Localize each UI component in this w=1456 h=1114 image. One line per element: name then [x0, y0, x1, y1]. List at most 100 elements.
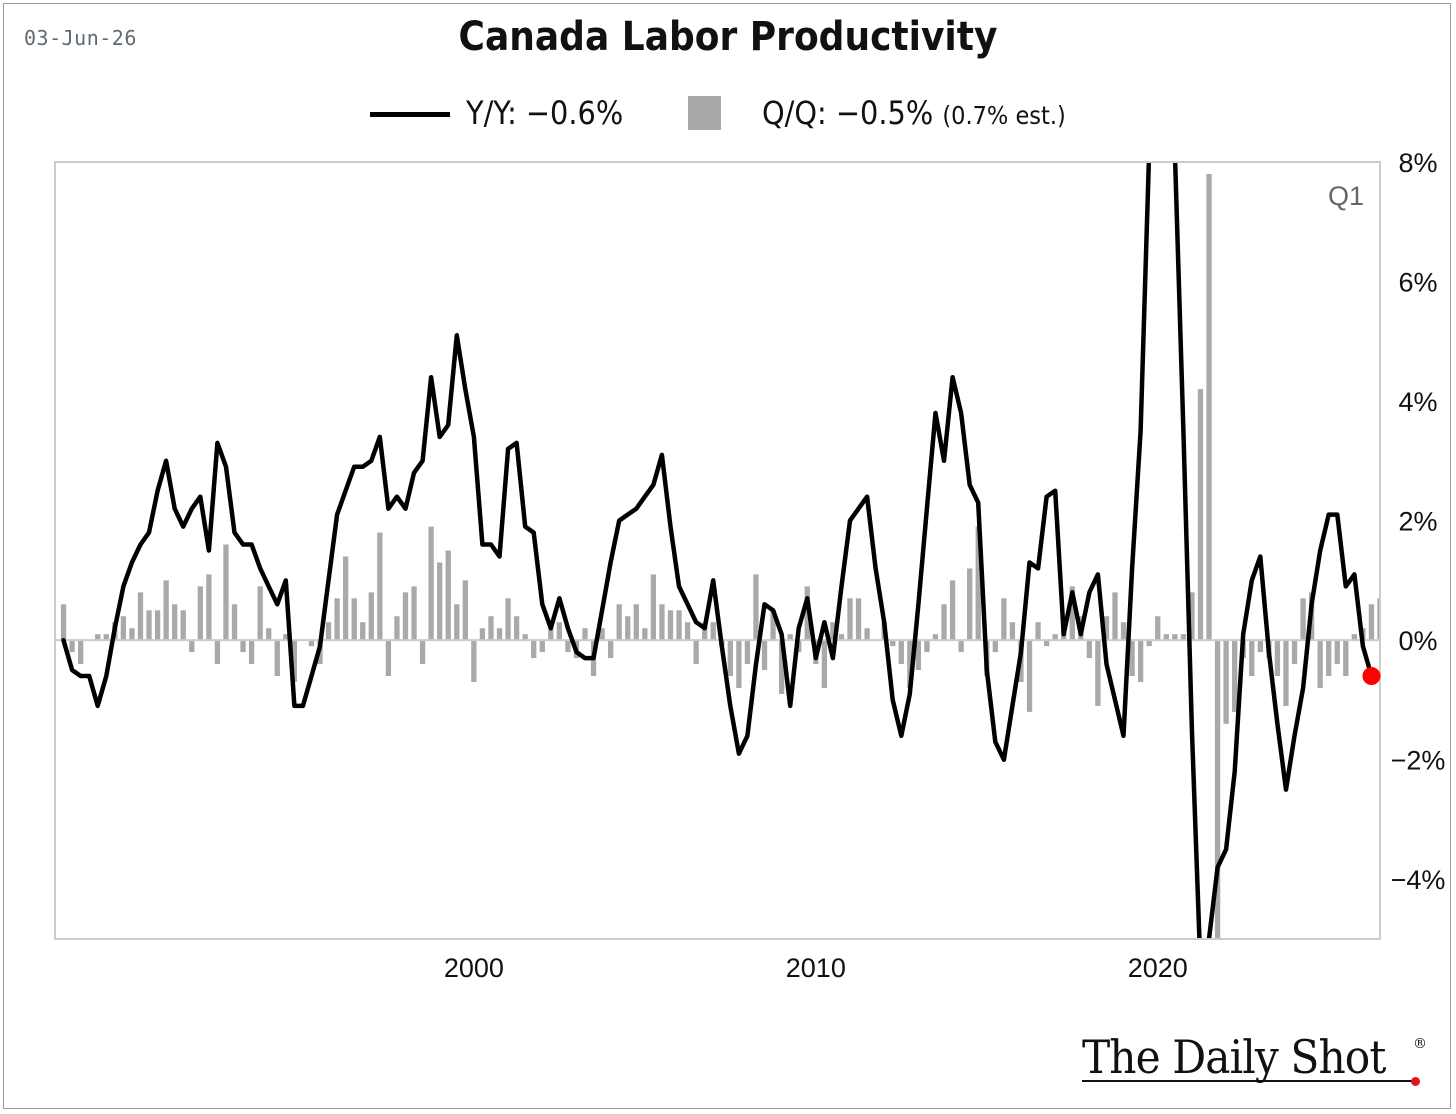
qq-bar [1343, 640, 1349, 677]
qq-bar [667, 610, 674, 641]
qq-bar [625, 616, 631, 641]
qq-bar [1172, 634, 1178, 641]
qq-bar [189, 640, 195, 653]
x-tick-label: 2010 [786, 953, 846, 983]
qq-bar [1069, 586, 1075, 641]
qq-bar [231, 604, 238, 641]
qq-bar [650, 574, 657, 641]
qq-bar [1377, 598, 1380, 641]
qq-bar [1232, 640, 1238, 712]
qq-bar [206, 574, 212, 641]
qq-bar [1095, 640, 1101, 706]
qq-bar [283, 634, 289, 641]
marker-layer [1362, 667, 1381, 686]
qq-bar [1043, 640, 1050, 647]
y-tick-label: −2% [1391, 746, 1446, 776]
qq-bar [761, 640, 768, 671]
qq-bar [137, 592, 144, 641]
qq-bar [1326, 640, 1332, 677]
qq-bar [616, 604, 622, 641]
qq-bar [1189, 592, 1195, 641]
qq-bar [727, 640, 733, 677]
qq-bar [821, 640, 828, 688]
qq-bar [710, 622, 716, 641]
qq-bar [1206, 173, 1212, 641]
qq-bar [676, 610, 682, 641]
x-tick-label: 2000 [444, 953, 504, 983]
qq-bar [240, 640, 246, 653]
date-stamp: 03-Jun-26 [24, 26, 137, 50]
qq-bar [1386, 598, 1391, 640]
qq-bar [958, 640, 964, 653]
qq-bar [855, 598, 862, 641]
qq-bar [163, 580, 169, 641]
qq-bar [402, 592, 409, 641]
y-tick-label: 0% [1398, 626, 1437, 656]
qq-bar [1146, 640, 1152, 647]
qq-bar [69, 640, 75, 653]
qq-bar [471, 640, 477, 682]
qq-bar [1052, 634, 1058, 641]
qq-bar [1214, 640, 1221, 939]
qq-bar [924, 640, 930, 653]
logo-underline [1082, 1080, 1412, 1082]
qq-bar [419, 640, 426, 665]
qq-bar [556, 622, 563, 641]
legend-qq-label: Q/Q: −0.5% [762, 94, 934, 132]
legend: Y/Y: −0.6% Q/Q: −0.5% (0.7% est.) [0, 88, 1456, 138]
legend-qq-group: Q/Q: −0.5% (0.7% est.) [762, 94, 1066, 132]
qq-bar [462, 580, 468, 641]
qq-bar [1300, 598, 1306, 641]
qq-bar [941, 604, 947, 641]
qq-bar [890, 640, 896, 647]
y-axis-ticks: 8% 6% 4% 2% 0% −2% −4% [1391, 148, 1446, 895]
chart-frame [3, 3, 1451, 1109]
qq-bar [1086, 640, 1093, 659]
qq-bar [992, 640, 998, 653]
qq-bar [248, 640, 255, 665]
qq-bar [360, 622, 366, 641]
y-tick-label: 2% [1398, 507, 1437, 537]
qq-bar [437, 562, 443, 641]
qq-bar [274, 640, 280, 677]
qq-bar [744, 640, 751, 665]
qq-bar [77, 640, 84, 665]
qq-bar [565, 640, 571, 653]
qq-bar [180, 610, 186, 641]
y-tick-label: 6% [1398, 268, 1437, 298]
qq-bar [385, 640, 392, 677]
qq-bar [172, 604, 178, 641]
qq-bar [1103, 616, 1110, 641]
qq-bar [1249, 640, 1255, 677]
qq-bar [1163, 634, 1169, 641]
qq-bar [1223, 640, 1229, 724]
qq-bar [1368, 604, 1375, 641]
logo-red-dot [1411, 1077, 1420, 1086]
qq-bar [351, 598, 357, 641]
qq-bar [411, 586, 417, 641]
qq-bar [659, 604, 665, 641]
qq-bar [513, 616, 520, 641]
qq-bar [1317, 640, 1323, 688]
plot-border [54, 161, 1381, 940]
qq-bar [684, 622, 691, 641]
qq-bar [907, 640, 913, 688]
qq-bar [1035, 622, 1041, 641]
qq-bar [539, 640, 545, 653]
y-tick-label: 8% [1398, 148, 1437, 178]
qq-bar [1334, 640, 1340, 665]
qq-bar [633, 604, 639, 641]
qq-bar [1009, 622, 1016, 641]
qq-bar [967, 568, 973, 641]
qq-bar [975, 526, 981, 641]
qq-bar [1155, 616, 1161, 641]
qq-bar [214, 640, 221, 665]
qq-bar [702, 622, 708, 641]
x-axis-ticks: 2000 2010 2020 [444, 953, 1188, 983]
qq-bar [607, 640, 614, 659]
logo-registered-mark: ® [1413, 1036, 1427, 1052]
qq-bar [1120, 622, 1127, 641]
qq-bar [479, 628, 486, 641]
qq-bar [582, 628, 588, 641]
